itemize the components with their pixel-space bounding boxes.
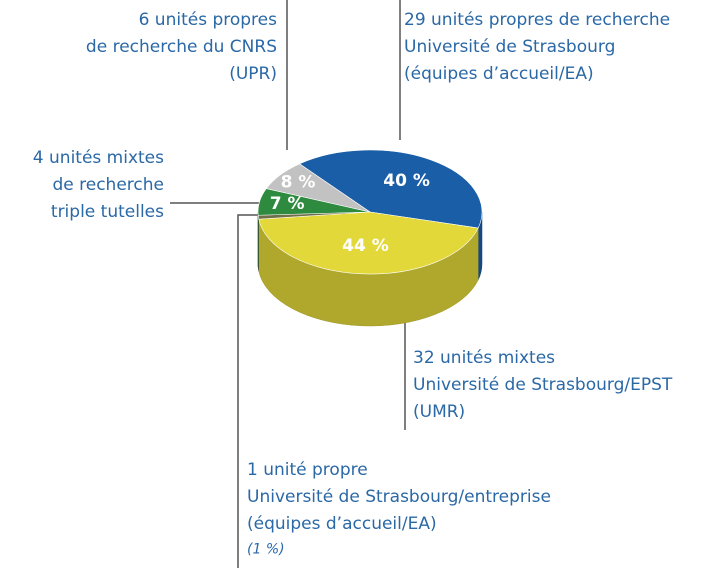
pie-slice [265, 163, 371, 213]
value-label: 40 % [383, 171, 430, 191]
value-label: 44 % [342, 236, 389, 256]
category-label: 6 unités propres [139, 10, 278, 30]
leader-line [237, 214, 262, 568]
category-label: Université de Strasbourg/entreprise [247, 487, 551, 507]
value-label: 8 % [281, 172, 316, 192]
value-label: 7 % [270, 194, 305, 214]
category-label: 29 unités propres de recherche [404, 10, 670, 30]
category-label: 4 unités mixtes [33, 148, 164, 168]
category-label: de recherche [52, 175, 164, 195]
value-label: (1 %) [247, 542, 285, 558]
category-label: Université de Strasbourg [404, 37, 615, 57]
category-label: de recherche du CNRS [86, 37, 277, 57]
category-label: 32 unités mixtes [413, 348, 555, 368]
pie-tops [257, 149, 483, 275]
category-label: (équipes d’accueil/EA) [247, 514, 437, 534]
category-label: (équipes d’accueil/EA) [404, 64, 594, 84]
category-label: triple tutelles [51, 202, 164, 222]
category-label: (UMR) [413, 402, 465, 422]
category-label: 1 unité propre [247, 460, 368, 480]
pie-slice [258, 211, 479, 275]
pie-slice [298, 149, 483, 229]
category-label: Université de Strasbourg/EPST [413, 375, 673, 395]
category-label: (UPR) [229, 64, 277, 84]
